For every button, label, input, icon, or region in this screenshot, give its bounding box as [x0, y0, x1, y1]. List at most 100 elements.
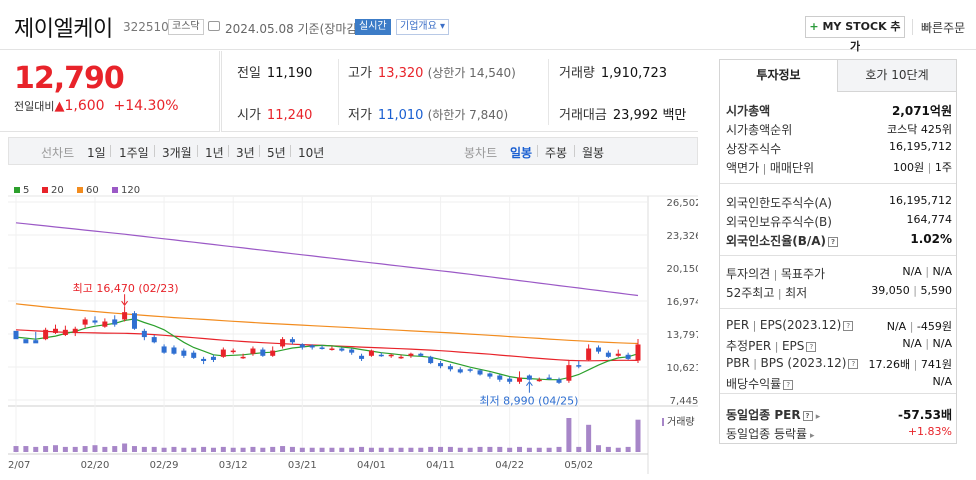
- info-label-text: 매매단위: [769, 161, 814, 175]
- help-icon[interactable]: ?: [806, 342, 817, 352]
- legend-swatch: [112, 187, 118, 193]
- stat-label: 거래대금: [559, 108, 607, 123]
- candle-body: [220, 349, 226, 357]
- info-value-text: 741원: [920, 358, 952, 371]
- chevron-right-icon[interactable]: ▸: [812, 412, 821, 422]
- candle-body: [82, 319, 88, 325]
- stock-code: 322510: [123, 20, 169, 34]
- market-badge: 코스닥: [168, 19, 204, 35]
- volume-bar: [191, 447, 197, 452]
- period-1d[interactable]: 1일: [87, 146, 106, 160]
- period-1y[interactable]: 1년: [205, 146, 224, 160]
- separator: |: [906, 320, 917, 333]
- candle-body: [62, 329, 68, 336]
- candle-body: [457, 369, 463, 373]
- help-icon[interactable]: ?: [843, 321, 854, 331]
- volume-bar: [625, 446, 631, 452]
- separator: |: [909, 284, 921, 297]
- reference-date: 2024.05.08 기준(장마감): [225, 22, 363, 36]
- candle-body: [280, 339, 286, 347]
- info-label-text: 액면가: [726, 161, 760, 175]
- tab-order-book[interactable]: 호가 10단계: [838, 60, 956, 92]
- volume-bar: [220, 446, 226, 452]
- y-tick-label: 7,445: [670, 396, 698, 407]
- candle-body: [378, 354, 384, 357]
- candle-body: [309, 345, 315, 348]
- volume-bar: [447, 446, 453, 452]
- stock-chart[interactable]: 5 20 60 120 26,502 23,326 20,150 16,974 13,797 10…: [8, 178, 698, 474]
- info-label-text: EPS(2023.12): [759, 318, 842, 332]
- volume-bar: [418, 447, 424, 452]
- help-icon[interactable]: ?: [848, 359, 859, 369]
- volume-bar: [586, 424, 592, 452]
- help-icon[interactable]: ?: [828, 237, 839, 247]
- info-label-text: EPS: [781, 339, 805, 353]
- company-overview-dropdown[interactable]: 기업개요 ▾: [396, 19, 450, 35]
- volume-bar: [368, 447, 374, 452]
- x-tick-label: 02/20: [81, 460, 110, 471]
- period-10y[interactable]: 10년: [298, 146, 325, 160]
- legend-label: 5: [23, 185, 29, 196]
- plus-icon: +: [809, 20, 819, 33]
- period-3y[interactable]: 3년: [236, 146, 255, 160]
- tab-investment-info[interactable]: 투자정보: [720, 60, 838, 92]
- divider: [221, 51, 222, 132]
- realtime-button[interactable]: 실시간: [355, 19, 391, 35]
- info-value: N/A | -459원: [887, 318, 952, 334]
- candle-body: [52, 328, 58, 333]
- candle-monthly[interactable]: 월봉: [582, 146, 605, 160]
- info-label-text: PBR: [726, 356, 750, 370]
- quick-order-link[interactable]: 빠른주문: [921, 21, 966, 35]
- chevron-right-icon[interactable]: ▸: [807, 431, 815, 441]
- my-stock-add-button[interactable]: + MY STOCK 추가: [805, 16, 905, 53]
- candle-body: [625, 354, 631, 359]
- x-tick-label: 02/07: [8, 460, 30, 471]
- info-label-text: 동일업종 PER: [726, 408, 801, 422]
- help-icon[interactable]: ?: [783, 380, 794, 390]
- candle-weekly[interactable]: 주봉: [545, 146, 568, 160]
- x-tick-label: 05/02: [564, 460, 593, 471]
- stat-prev-close: 전일 11,190: [237, 62, 312, 81]
- info-value: 16,195,712: [889, 194, 952, 207]
- info-value: +1.83%: [908, 425, 952, 438]
- low-annotation: 최저 8,990 (04/25): [479, 395, 578, 408]
- info-row: 배당수익률? N/A: [726, 375, 952, 393]
- info-value-text: -459원: [916, 320, 952, 333]
- candle-daily[interactable]: 일봉: [510, 146, 533, 160]
- info-value-text: +1.83%: [907, 425, 952, 438]
- legend-label: 120: [121, 185, 140, 196]
- my-stock-label: MY STOCK 추가: [822, 20, 901, 53]
- divider: [912, 19, 913, 35]
- candle-body: [576, 365, 582, 367]
- period-3m[interactable]: 3개월: [162, 146, 192, 160]
- info-value: -57.53배: [898, 406, 952, 423]
- price-change: 전일대비▲1,600 +14.30%: [14, 98, 179, 114]
- info-label: PBR | BPS (2023.12)?: [726, 356, 859, 370]
- x-tick-label: 03/12: [219, 460, 248, 471]
- period-1w[interactable]: 1주일: [119, 146, 149, 160]
- info-label-text: 배당수익률: [726, 377, 782, 391]
- candle-body: [487, 373, 493, 377]
- volume-bar: [556, 446, 562, 452]
- chevron-down-icon: ▾: [440, 21, 446, 32]
- candle-body: [141, 330, 147, 338]
- stock-header: 제이엘케이 322510 코스닥 2024.05.08 기준(장마감) 실시간 …: [0, 0, 976, 53]
- info-label: 추정PER | EPS?: [726, 337, 817, 354]
- stat-label: 시가: [237, 108, 261, 123]
- stat-value: 11,190: [266, 66, 313, 81]
- info-value-text: 17.26배: [868, 358, 911, 371]
- x-tick-label: 03/21: [288, 460, 317, 471]
- change-percent: +14.30%: [113, 98, 179, 114]
- help-icon[interactable]: ?: [802, 411, 813, 421]
- candle-body: [240, 356, 246, 359]
- camera-icon[interactable]: [208, 21, 220, 31]
- y-tick-label: 23,326: [667, 231, 699, 242]
- up-arrow-icon: [525, 380, 533, 387]
- period-5y[interactable]: 5년: [267, 146, 286, 160]
- info-label-text: 외국인소진율(B/A): [726, 234, 827, 248]
- volume-bar: [260, 447, 266, 452]
- volume-legend-swatch: [662, 418, 664, 426]
- info-row: 시가총액 2,071억원: [726, 102, 952, 120]
- legend-swatch: [77, 187, 83, 193]
- candle-body: [605, 352, 611, 357]
